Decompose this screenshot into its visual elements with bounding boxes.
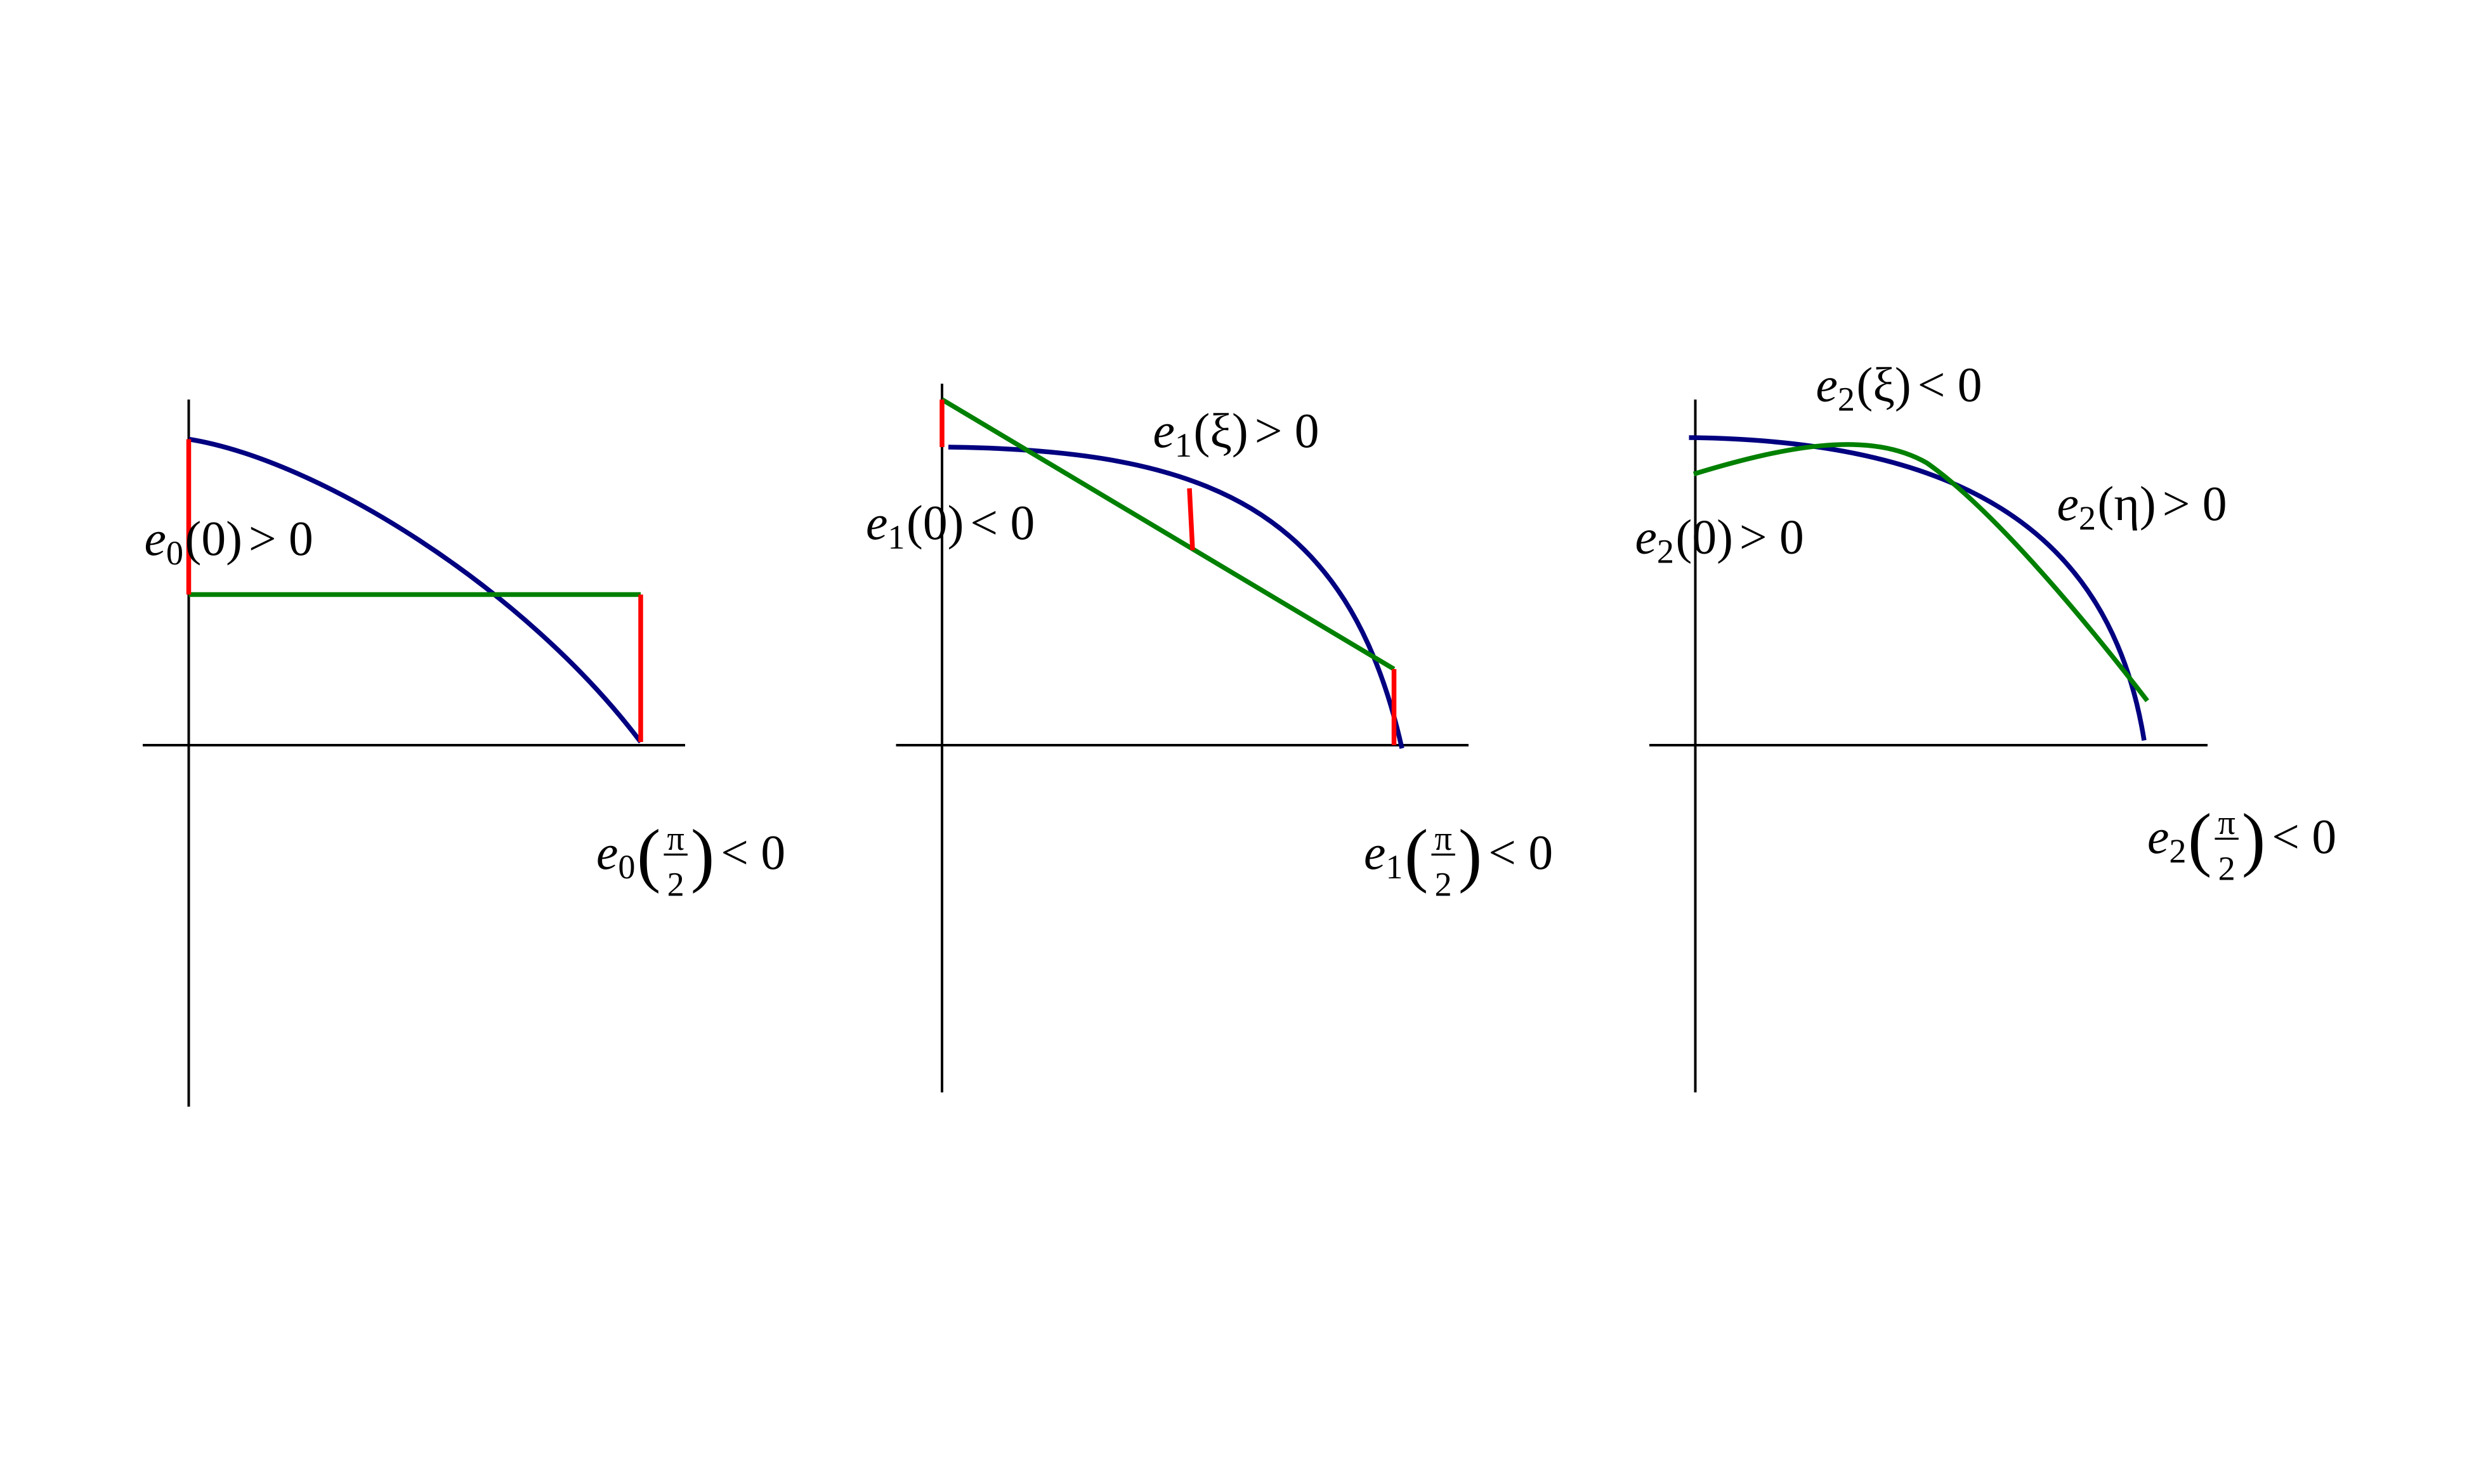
function-name: e <box>145 511 166 566</box>
approximation <box>1692 442 2149 703</box>
curve <box>948 445 1404 749</box>
curve <box>188 436 643 744</box>
function-name: e <box>1635 510 1657 564</box>
denominator: 2 <box>1435 866 1452 904</box>
function-name: e <box>866 495 887 550</box>
relation: < 0 <box>1918 358 1982 412</box>
relation: > 0 <box>249 511 313 566</box>
panel <box>143 400 685 1107</box>
subscript: 2 <box>2079 499 2096 537</box>
math-label: e 2 (ξ) < 0 <box>1816 358 1982 419</box>
function-name: e <box>596 825 618 880</box>
math-label: e 1 (ξ) > 0 <box>1153 403 1319 464</box>
panel <box>1649 400 2208 1093</box>
parenthesis: ) <box>2242 800 2265 878</box>
argument: (0) <box>1676 510 1733 564</box>
function-name: e <box>1364 825 1385 880</box>
subscript: 1 <box>1385 848 1403 886</box>
subscript: 1 <box>887 518 905 556</box>
subscript: 2 <box>2169 832 2186 870</box>
subscript: 0 <box>166 534 183 572</box>
parenthesis: ( <box>2188 800 2211 878</box>
function-name: e <box>1816 358 1838 412</box>
subscript: 0 <box>618 848 635 886</box>
argument: (0) <box>185 511 242 566</box>
subscript: 2 <box>1657 533 1674 571</box>
argument: (0) <box>906 495 964 550</box>
math-label: e 2 (η) > 0 <box>2057 476 2227 537</box>
error <box>1187 488 1195 550</box>
math-label: e 1 (0) < 0 <box>866 495 1035 556</box>
numerator: π <box>667 819 684 857</box>
relation: < 0 <box>1488 825 1553 880</box>
math-label: e 0 (0) > 0 <box>145 511 313 572</box>
curve <box>1689 435 2147 741</box>
function-name: e <box>2147 809 2169 864</box>
function-name: e <box>1153 403 1175 458</box>
math-label: e 2 (0) > 0 <box>1635 510 1804 571</box>
denominator: 2 <box>2218 850 2235 888</box>
relation: > 0 <box>1255 403 1319 458</box>
relation: > 0 <box>1739 510 1804 564</box>
relation: < 0 <box>2272 809 2336 864</box>
numerator: π <box>1434 819 1451 857</box>
argument: (ξ) <box>1857 358 1911 412</box>
parenthesis: ( <box>1404 816 1428 894</box>
relation: < 0 <box>721 825 785 880</box>
panel <box>896 384 1469 1093</box>
math-label: e 1(π 2) < 0 <box>1364 816 1553 904</box>
math-label: e 0(π 2) < 0 <box>596 816 785 904</box>
math-label: e 2(π2) < 0 <box>2147 800 2336 888</box>
parenthesis: ( <box>637 816 660 894</box>
numerator: π <box>2218 804 2235 842</box>
approximation <box>941 397 1396 672</box>
denominator: 2 <box>667 866 684 904</box>
relation: < 0 <box>970 495 1035 550</box>
parenthesis: ) <box>1458 816 1482 894</box>
subscript: 2 <box>1838 381 1855 419</box>
parenthesis: ) <box>691 816 714 894</box>
argument: (ξ) <box>1194 403 1248 458</box>
relation: > 0 <box>2163 476 2227 531</box>
function-name: e <box>2057 476 2079 531</box>
subscript: 1 <box>1175 426 1192 464</box>
argument: (η) <box>2098 476 2156 531</box>
